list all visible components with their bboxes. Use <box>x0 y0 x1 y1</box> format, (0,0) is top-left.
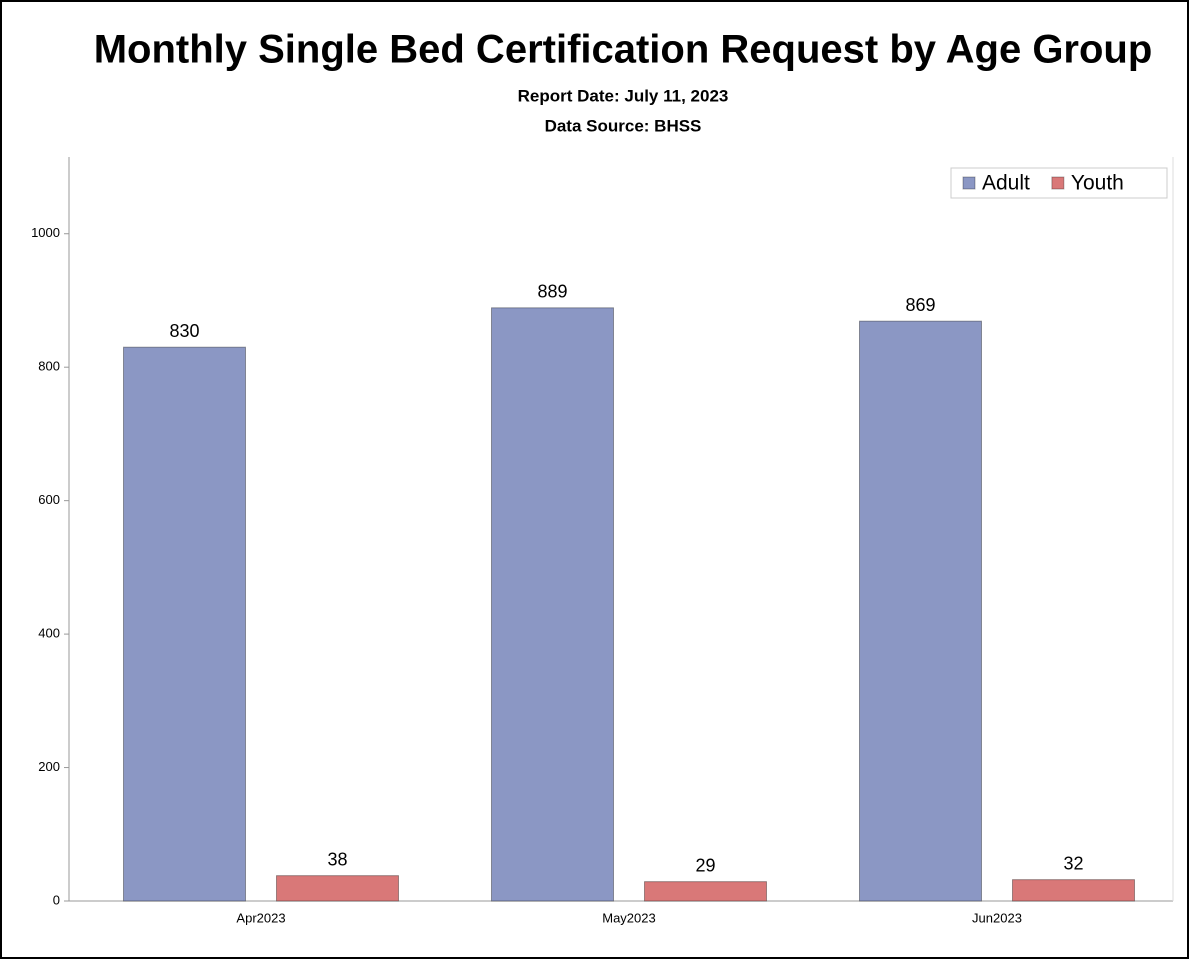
value-label: 32 <box>1063 853 1083 873</box>
bar <box>1012 879 1135 902</box>
bar <box>859 320 982 902</box>
x-tick-label: May2023 <box>602 910 655 925</box>
legend-label: Youth <box>1071 172 1124 195</box>
value-label: 38 <box>327 849 347 869</box>
value-label: 830 <box>169 321 199 341</box>
y-tick-label: 200 <box>38 759 60 774</box>
bar <box>123 346 246 902</box>
y-tick-label: 1000 <box>31 225 60 240</box>
bar <box>276 875 399 902</box>
legend-swatch <box>962 176 976 190</box>
x-tick-label: Apr2023 <box>236 910 285 925</box>
bar <box>644 881 767 902</box>
legend-swatch <box>1051 176 1065 190</box>
y-tick-label: 600 <box>38 492 60 507</box>
value-label: 889 <box>537 282 567 302</box>
value-label: 29 <box>695 855 715 875</box>
legend-label: Adult <box>982 172 1030 195</box>
subtitle: Report Date: July 11, 2023 <box>518 86 729 105</box>
y-tick-label: 400 <box>38 626 60 641</box>
x-tick-label: Jun2023 <box>972 910 1022 925</box>
subtitle: Data Source: BHSS <box>545 116 702 135</box>
value-label: 869 <box>905 295 935 315</box>
bar <box>491 307 614 902</box>
y-tick-label: 800 <box>38 359 60 374</box>
chart-title: Monthly Single Bed Certification Request… <box>94 28 1153 72</box>
y-tick-label: 0 <box>53 892 60 907</box>
